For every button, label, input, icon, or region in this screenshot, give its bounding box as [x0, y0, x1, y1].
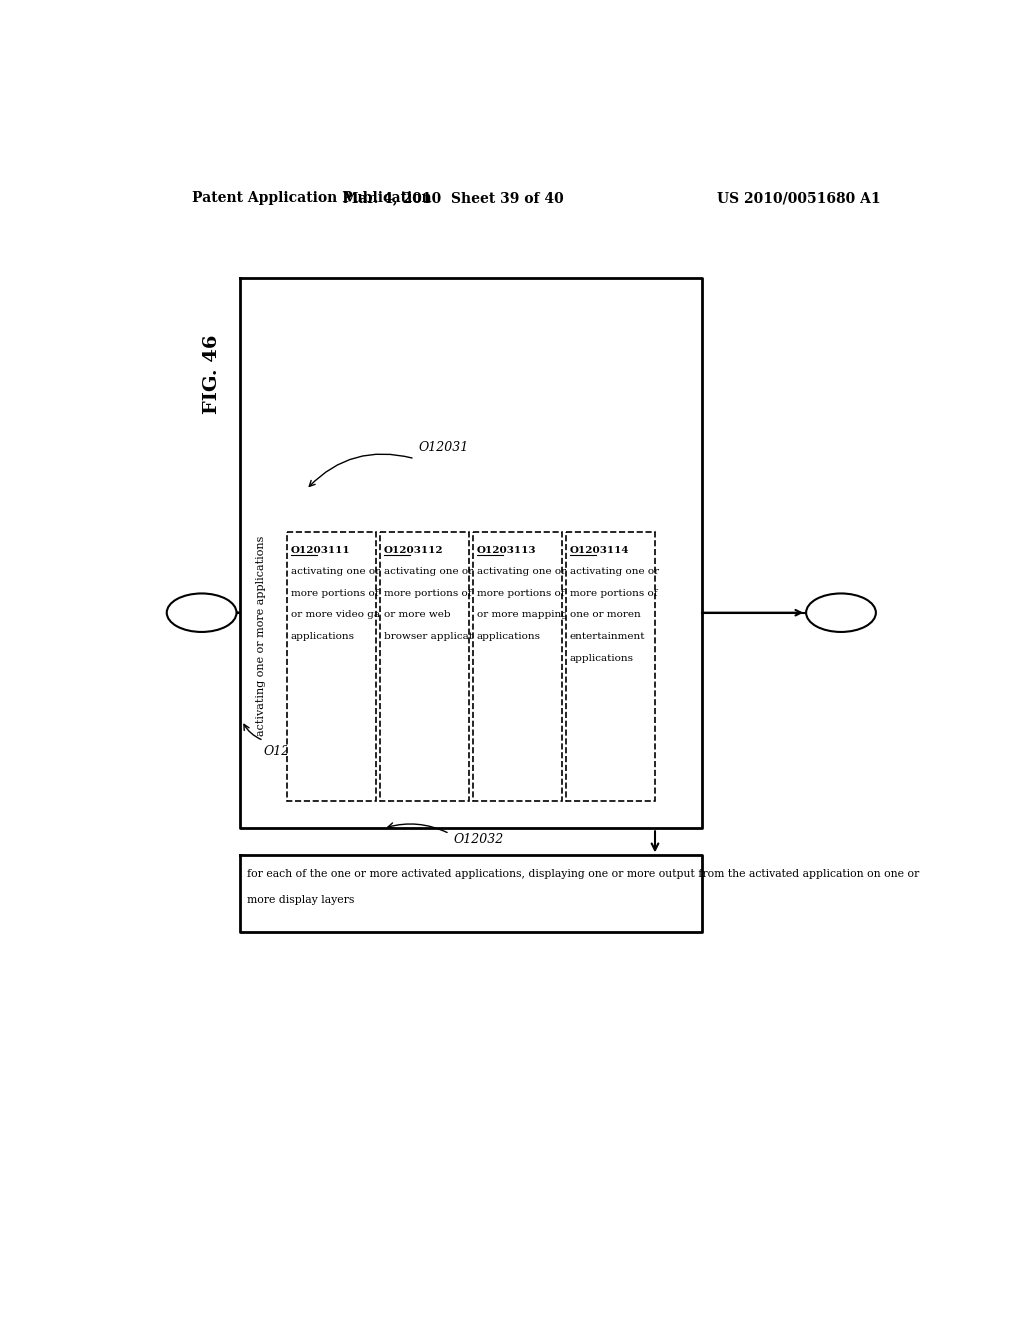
- Text: activating one or: activating one or: [291, 568, 380, 577]
- Bar: [473, 532, 562, 801]
- FancyArrowPatch shape: [388, 822, 447, 833]
- FancyArrowPatch shape: [309, 454, 412, 486]
- Text: for each of the one or more activated applications, displaying one or more outpu: for each of the one or more activated ap…: [247, 869, 919, 879]
- Bar: [566, 532, 655, 801]
- Text: O12031: O12031: [419, 441, 469, 454]
- Text: Start: Start: [185, 606, 218, 619]
- Text: applications: applications: [569, 653, 634, 663]
- Text: Mar. 4, 2010  Sheet 39 of 40: Mar. 4, 2010 Sheet 39 of 40: [343, 191, 564, 206]
- Bar: [380, 532, 469, 801]
- Ellipse shape: [167, 594, 237, 632]
- Text: activating one or more applications: activating one or more applications: [256, 536, 266, 737]
- Bar: [287, 532, 376, 801]
- Text: FIG. 46: FIG. 46: [203, 334, 221, 413]
- Text: O1203112: O1203112: [384, 545, 443, 554]
- Text: or more mapping: or more mapping: [477, 610, 567, 619]
- Text: activating one or: activating one or: [384, 568, 473, 577]
- Text: more portions of: more portions of: [569, 589, 657, 598]
- Text: O1203113: O1203113: [477, 545, 537, 554]
- Text: O12032: O12032: [454, 833, 504, 846]
- Text: activating one or: activating one or: [477, 568, 566, 577]
- Text: or more web: or more web: [384, 610, 451, 619]
- FancyArrowPatch shape: [244, 725, 261, 739]
- Text: or more video game: or more video game: [291, 610, 395, 619]
- Text: US 2010/0051680 A1: US 2010/0051680 A1: [717, 191, 881, 206]
- Text: O1203111: O1203111: [291, 545, 350, 554]
- Text: more portions of one: more portions of one: [291, 589, 400, 598]
- Text: browser applications: browser applications: [384, 632, 495, 642]
- Text: applications: applications: [291, 632, 354, 642]
- FancyArrowPatch shape: [651, 832, 658, 850]
- Text: activating one or: activating one or: [569, 568, 658, 577]
- Text: entertainment: entertainment: [569, 632, 645, 642]
- Text: End: End: [828, 606, 854, 619]
- Text: more portions of one: more portions of one: [384, 589, 494, 598]
- Text: more display layers: more display layers: [247, 895, 354, 906]
- Text: O1203: O1203: [263, 744, 306, 758]
- Text: O1203114: O1203114: [569, 545, 630, 554]
- Ellipse shape: [806, 594, 876, 632]
- Text: Patent Application Publication: Patent Application Publication: [191, 191, 431, 206]
- Text: applications: applications: [477, 632, 541, 642]
- Text: one or moren: one or moren: [569, 610, 640, 619]
- Text: more portions of one: more portions of one: [477, 589, 587, 598]
